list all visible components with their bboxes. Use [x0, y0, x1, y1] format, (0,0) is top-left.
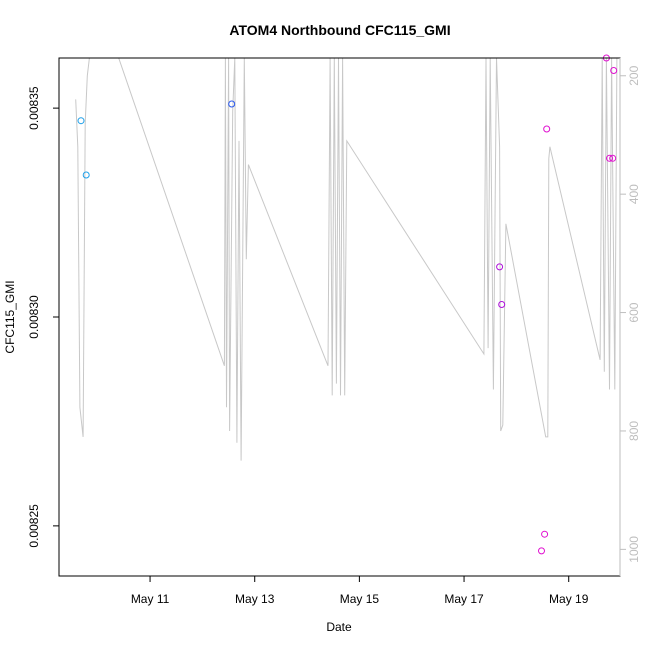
y-right-tick-label: 400: [627, 184, 641, 204]
y-axis-left: 0.00825 0.00830 0.00835: [27, 86, 59, 548]
scatter-point-layer: [77, 54, 618, 555]
y-right-tick-label: 800: [627, 421, 641, 441]
y-axis-right: 200 400 600 800 1000: [619, 58, 641, 576]
x-tick-label: May 15: [340, 592, 380, 606]
x-tick-label: May 13: [235, 592, 275, 606]
y-right-tick-label: 1000: [627, 536, 641, 563]
series-0: [77, 117, 90, 179]
data-point: [538, 547, 545, 555]
data-point: [82, 171, 90, 179]
data-point: [541, 530, 549, 538]
data-point: [228, 100, 236, 108]
pressure-line: [75, 57, 619, 461]
y-axis-label: CFC115_GMI: [3, 280, 17, 353]
data-point: [543, 125, 551, 133]
series-5: [538, 54, 618, 555]
pressure-line-layer: [75, 57, 619, 461]
x-tick-label: May 11: [131, 592, 170, 606]
x-axis-label: Date: [326, 620, 352, 634]
data-point: [610, 67, 618, 74]
y-left-tick-label: 0.00830: [27, 295, 41, 339]
data-point: [609, 154, 617, 162]
data-point: [606, 154, 613, 162]
data-point: [498, 301, 506, 308]
data-point: [77, 117, 85, 125]
y-left-tick-label: 0.00825: [27, 504, 41, 548]
x-axis: May 11 May 13 May 15 May 17 May 19: [131, 576, 589, 606]
chart-title: ATOM4 Northbound CFC115_GMI: [229, 22, 450, 38]
y-right-tick-label: 600: [627, 302, 641, 322]
y-left-tick-label: 0.00835: [27, 86, 41, 130]
series-1: [228, 100, 236, 108]
y-right-tick-label: 200: [627, 65, 641, 85]
x-tick-label: May 19: [549, 592, 589, 606]
data-point: [496, 263, 504, 271]
plot-frame: [58, 57, 621, 577]
x-tick-label: May 17: [444, 592, 484, 606]
series-4: [496, 263, 506, 308]
